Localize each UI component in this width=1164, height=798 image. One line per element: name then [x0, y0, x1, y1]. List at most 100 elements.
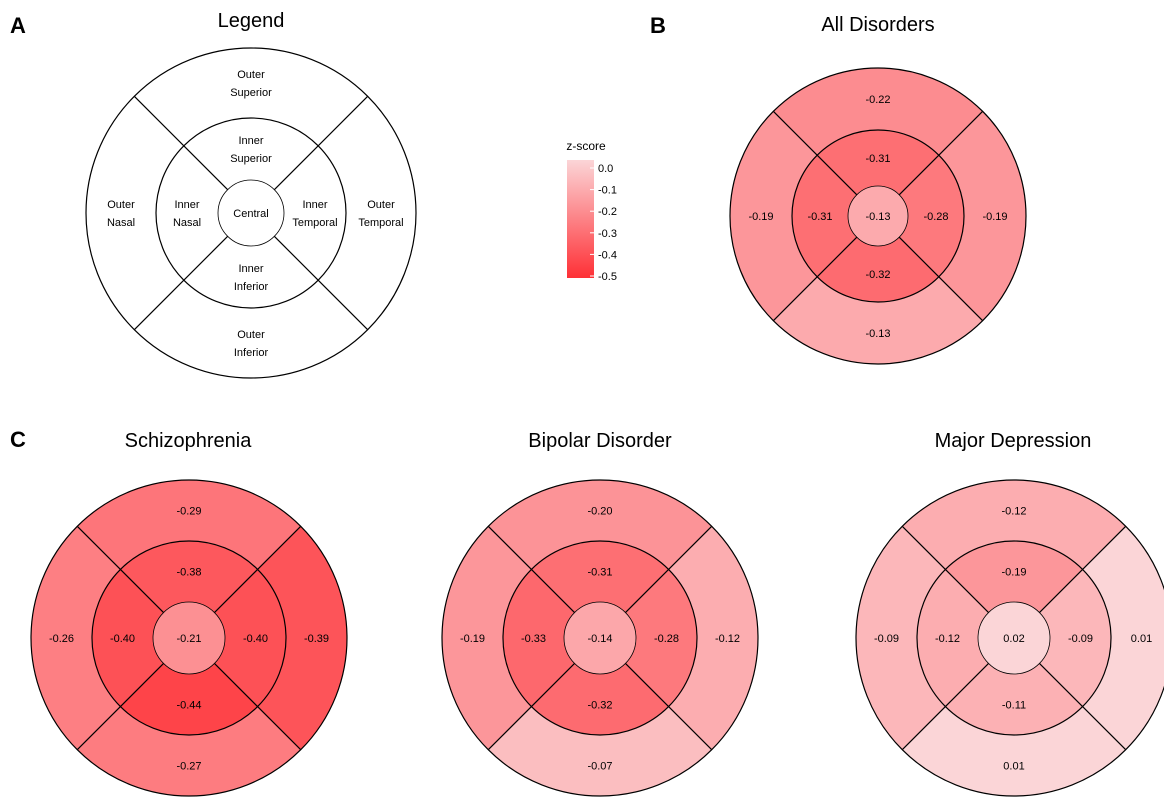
sector-divider — [214, 525, 302, 613]
legend-label-outer-nasal: Outer — [107, 199, 135, 211]
inner-ring-outline — [791, 129, 965, 303]
sector-divider — [133, 95, 229, 191]
sector-inner-inferior — [183, 236, 319, 308]
sector-divider — [273, 95, 369, 191]
panel-title-bipolar-disorder: Bipolar Disorder — [528, 430, 672, 452]
value-label-inner-superior: -0.19 — [1001, 567, 1026, 579]
legend-label-central: Central — [233, 208, 268, 220]
sector-divider — [898, 110, 984, 196]
sector-divider — [487, 525, 575, 613]
sector-inner-nasal — [791, 155, 857, 277]
sector-divider — [1039, 525, 1127, 613]
sector-outer-temporal — [1082, 526, 1164, 750]
value-label-outer-temporal: -0.12 — [715, 633, 740, 645]
sector-inner-nasal — [92, 569, 164, 707]
sector-divider — [76, 525, 164, 613]
sector-inner-superior — [120, 541, 258, 613]
central-ring-outline — [563, 601, 637, 675]
value-label-inner-nasal: -0.33 — [521, 633, 546, 645]
value-label-outer-superior: -0.22 — [865, 94, 890, 106]
value-label-inner-superior: -0.31 — [865, 153, 890, 165]
sector-divider — [772, 236, 858, 322]
sector-divider — [487, 663, 575, 751]
sector-inner-nasal — [916, 569, 989, 707]
heatmap-scz: -0.21 -0.38 -0.44 -0.40 -0.40 -0.29 -0.27 -0.26… — [30, 479, 348, 797]
sector-outer-temporal — [938, 111, 1026, 321]
sector-inner-temporal — [625, 569, 697, 707]
sector-central — [978, 602, 1050, 674]
sector-outer-inferior — [77, 706, 301, 797]
sector-inner-temporal — [1039, 569, 1111, 707]
sector-outer-superior — [77, 479, 301, 570]
heatmap-bip: -0.14 -0.31 -0.32 -0.33 -0.28 -0.20 -0.07 -0.19… — [441, 479, 759, 797]
value-label-outer-temporal: -0.19 — [982, 211, 1007, 223]
value-label-inner-nasal: -0.31 — [807, 211, 832, 223]
value-label-inner-temporal: -0.28 — [923, 211, 948, 223]
sector-divider — [76, 663, 164, 751]
sector-inner-superior — [945, 541, 1083, 613]
value-label-inner-inferior: -0.44 — [176, 700, 201, 712]
value-label-inner-inferior: -0.32 — [587, 700, 612, 712]
sector-divider — [1039, 663, 1127, 751]
inner-ring-outline — [91, 540, 287, 736]
legend-label-outer-inferior: Outer — [237, 329, 265, 341]
value-label-outer-nasal: -0.26 — [49, 633, 74, 645]
legend-grid — [85, 47, 417, 379]
heatmap-mdd: 0.02 -0.19 -0.11 -0.12 -0.09 -0.12 0.01 -0.09 0.… — [855, 479, 1164, 797]
sector-divider — [772, 110, 858, 196]
sector-outer-nasal — [855, 526, 946, 750]
colorbar-title: z-score — [566, 139, 606, 153]
colorbar-tick-label: -0.1 — [598, 185, 617, 197]
sector-outer-nasal — [730, 111, 818, 321]
legend-label-inner-temporal: Temporal — [292, 217, 337, 229]
sector-divider — [625, 525, 713, 613]
panel-letter-c: C — [10, 427, 26, 452]
panel-letter-a: A — [10, 13, 26, 38]
sector-inner-nasal — [156, 145, 228, 281]
value-label-outer-inferior: -0.27 — [176, 761, 201, 773]
sector-divider — [901, 525, 989, 613]
sector-inner-superior — [183, 118, 319, 190]
value-label-outer-temporal: -0.39 — [304, 633, 329, 645]
value-label-outer-nasal: -0.19 — [748, 211, 773, 223]
value-label-inner-inferior: -0.11 — [1002, 700, 1026, 712]
legend-label-inner-nasal: Inner — [174, 199, 199, 211]
value-label-outer-superior: -0.12 — [1001, 506, 1026, 518]
inner-ring-outline — [502, 540, 698, 736]
sector-inner-superior — [531, 541, 669, 613]
colorbar-gradient — [567, 160, 594, 278]
value-label-outer-nasal: -0.19 — [460, 633, 485, 645]
value-label-outer-superior: -0.20 — [587, 506, 612, 518]
central-ring-outline — [152, 601, 226, 675]
sector-inner-inferior — [531, 663, 669, 735]
central-ring-outline — [977, 601, 1051, 675]
sector-central — [848, 186, 908, 246]
value-label-inner-temporal: -0.40 — [243, 633, 268, 645]
outer-ring-outline — [30, 479, 348, 797]
sector-outer-superior — [134, 48, 368, 146]
value-label-outer-inferior: -0.13 — [865, 328, 890, 340]
panel-title-major-depression: Major Depression — [935, 430, 1092, 452]
legend-label-outer-superior: Outer — [237, 69, 265, 81]
sector-outer-superior — [902, 479, 1126, 570]
value-label-central: -0.13 — [865, 211, 890, 223]
value-label-inner-inferior: -0.32 — [865, 269, 890, 281]
sector-outer-inferior — [134, 280, 368, 378]
colorbar-tick-label: -0.3 — [598, 228, 617, 240]
heatmap-all: -0.13 -0.31 -0.32 -0.31 -0.28 -0.22 -0.13 -0.19… — [729, 67, 1027, 365]
outer-ring-outline — [441, 479, 759, 797]
panel-title-all-disorders: All Disorders — [821, 14, 934, 36]
heatmap-charts: -0.13 -0.31 -0.32 -0.31 -0.28 -0.22 -0.13 -0.19… — [30, 67, 1164, 797]
value-label-central: 0.02 — [1003, 633, 1024, 645]
sector-outer-temporal — [257, 526, 347, 750]
inner-ring-outline — [916, 540, 1112, 736]
sector-inner-superior — [817, 130, 939, 195]
value-label-inner-temporal: -0.09 — [1068, 633, 1093, 645]
inner-ring-outline — [155, 117, 347, 309]
sector-outer-inferior — [902, 706, 1126, 797]
sector-inner-inferior — [945, 663, 1083, 735]
value-label-central: -0.21 — [176, 633, 201, 645]
value-label-inner-superior: -0.38 — [176, 567, 201, 579]
sector-outer-temporal — [318, 96, 416, 330]
